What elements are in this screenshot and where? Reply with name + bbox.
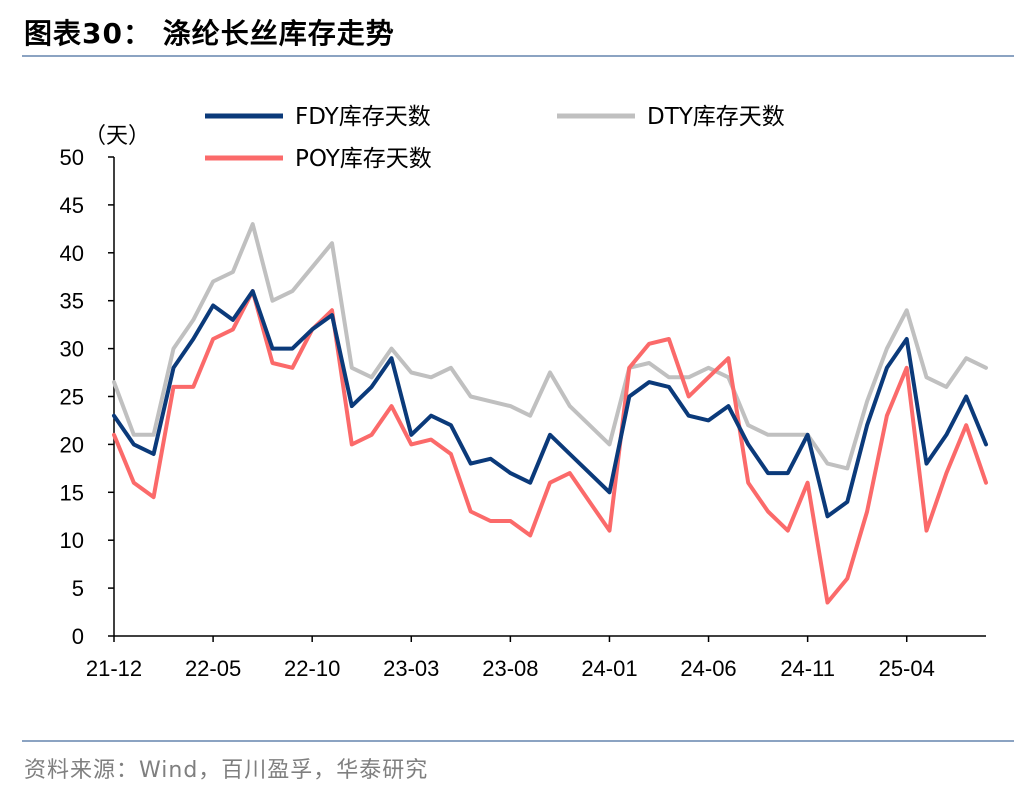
y-tick-label: 35	[60, 289, 84, 314]
chart-title: 图表30： 涤纶长丝库存走势	[24, 17, 395, 50]
x-tick-label: 23-08	[482, 656, 538, 681]
line-chart: 0 5 10 15 20 25 30 35 40 45 50 21-12 22-05 22-10 23-03…	[60, 104, 988, 681]
x-tick-label: 22-05	[185, 656, 241, 681]
legend-label: DTY库存天数	[647, 104, 785, 130]
series-line-dty	[112, 222, 988, 471]
series-line-fdy	[112, 289, 988, 519]
legend-label: POY库存天数	[295, 146, 432, 172]
x-tick-label: 24-06	[680, 656, 736, 681]
y-tick-label: 45	[60, 193, 84, 218]
y-tick-label: 20	[60, 432, 84, 457]
y-tick-label: 50	[60, 145, 84, 170]
x-tick-label: 23-03	[383, 656, 439, 681]
y-tick-label: 0	[72, 624, 84, 649]
y-tick-label: 5	[72, 576, 84, 601]
chart-axes: 0 5 10 15 20 25 30 35 40 45 50 21-12 22-05 22-10 23-03…	[60, 145, 986, 681]
x-tick-label: 25-04	[879, 656, 935, 681]
y-tick-label: 15	[60, 480, 84, 505]
chart-legend: FDY库存天数 DTY库存天数 POY库存天数	[205, 104, 785, 172]
x-tick-label: 24-11	[780, 656, 835, 681]
x-tick-label: 24-01	[581, 656, 637, 681]
y-tick-label: 30	[60, 337, 84, 362]
y-axis-label: （天）	[84, 123, 150, 148]
y-tick-label: 40	[60, 241, 84, 266]
x-tick-label: 22-10	[284, 656, 340, 681]
source-note: 资料来源：Wind，百川盈孚，华泰研究	[24, 758, 429, 783]
y-tick-label: 10	[60, 528, 84, 553]
series-layer	[112, 222, 988, 605]
legend-label: FDY库存天数	[295, 104, 431, 130]
y-tick-label: 25	[60, 385, 84, 410]
x-tick-label: 21-12	[86, 656, 142, 681]
top-divider	[22, 55, 1014, 57]
bottom-divider	[22, 740, 1014, 742]
